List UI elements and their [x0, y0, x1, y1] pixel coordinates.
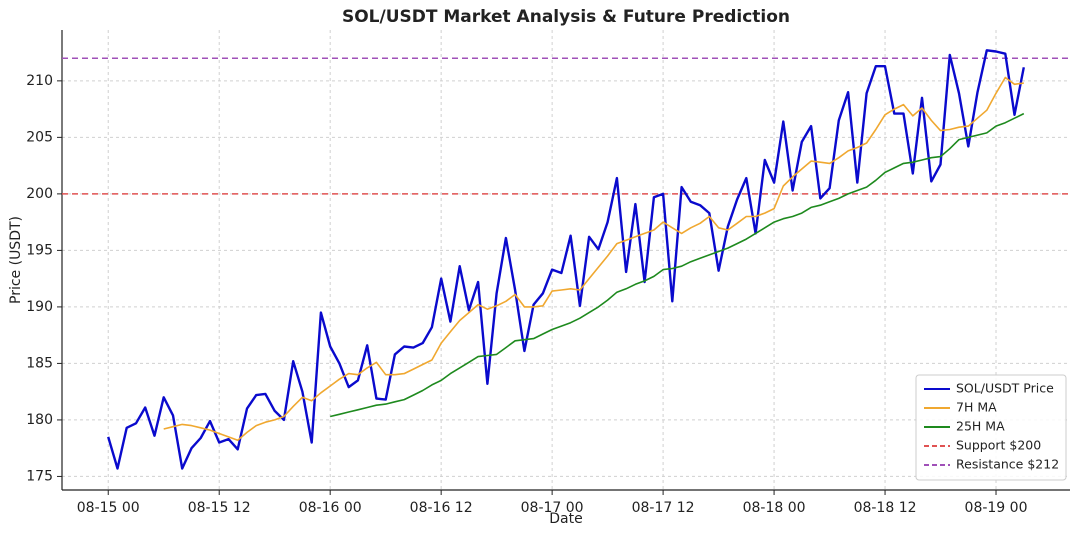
x-tick-label: 08-15 00 — [77, 500, 140, 516]
y-tick-label: 185 — [26, 355, 53, 371]
legend-label: 7H MA — [956, 400, 997, 415]
y-tick-label: 190 — [26, 299, 53, 315]
x-axis-label: Date — [549, 511, 582, 527]
series-line — [330, 112, 1025, 418]
legend-label: SOL/USDT Price — [956, 381, 1054, 396]
y-axis-label: Price (USDT) — [8, 216, 24, 304]
x-tick-label: 08-18 00 — [743, 500, 806, 516]
x-tick-label: 08-17 12 — [632, 500, 695, 516]
x-tick-label: 08-16 00 — [299, 500, 362, 516]
legend-label: Resistance $212 — [956, 457, 1059, 472]
series-line — [107, 49, 1025, 470]
y-tick-label: 200 — [26, 186, 53, 202]
y-tick-label: 180 — [26, 412, 53, 428]
y-tick-label: 195 — [26, 242, 53, 258]
legend-box — [915, 374, 1067, 481]
x-tick-label: 08-16 12 — [410, 500, 473, 516]
legend-label: 25H MA — [956, 419, 1005, 434]
y-tick-label: 210 — [26, 73, 53, 89]
chart-title: SOL/USDT Market Analysis & Future Predic… — [342, 7, 790, 27]
x-tick-label: 08-17 00 — [521, 500, 584, 516]
x-tick-label: 08-18 12 — [854, 500, 917, 516]
y-tick-label: 205 — [26, 129, 53, 145]
legend-label: Support $200 — [956, 438, 1041, 453]
series-line — [163, 76, 1024, 442]
legend: SOL/USDT Price 7H MA 25H MA Support $200 Res… — [915, 374, 1067, 481]
x-tick-label: 08-19 00 — [965, 500, 1028, 516]
y-tick-label: 175 — [26, 468, 53, 484]
x-tick-label: 08-15 12 — [188, 500, 251, 516]
